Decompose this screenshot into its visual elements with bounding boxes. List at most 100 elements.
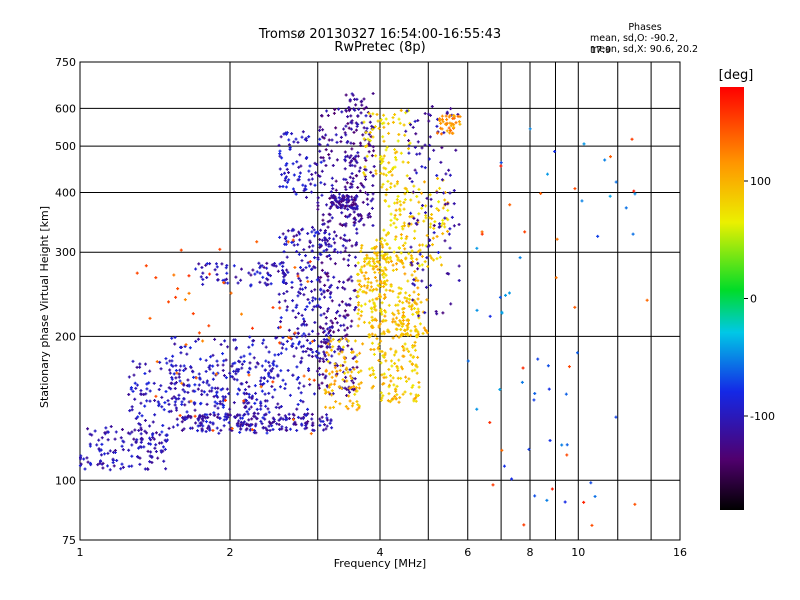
- scatter-point: [389, 170, 393, 174]
- scatter-point: [371, 267, 375, 271]
- scatter-point: [341, 378, 345, 382]
- scatter-point: [327, 385, 331, 389]
- scatter-point: [300, 422, 304, 426]
- scatter-point: [82, 457, 86, 461]
- scatter-point: [211, 377, 215, 381]
- scatter-points: [78, 92, 649, 527]
- scatter-point: [385, 257, 389, 261]
- scatter-point: [402, 265, 406, 269]
- scatter-point: [404, 375, 408, 379]
- scatter-point: [215, 273, 219, 277]
- scatter-point: [205, 402, 209, 406]
- scatter-point: [373, 270, 377, 274]
- scatter-point: [281, 232, 285, 236]
- scatter-point: [218, 416, 222, 420]
- scatter-point: [300, 135, 304, 139]
- scatter-point: [173, 382, 177, 386]
- scatter-point: [138, 411, 142, 415]
- scatter-point: [491, 483, 495, 487]
- scatter-point: [412, 216, 416, 220]
- scatter-point: [330, 149, 334, 153]
- scatter-point: [380, 250, 384, 254]
- scatter-point: [502, 464, 506, 468]
- scatter-point: [348, 297, 352, 301]
- scatter-point: [292, 190, 296, 194]
- scatter-point: [326, 143, 330, 147]
- scatter-point: [392, 313, 396, 317]
- scatter-point: [373, 304, 377, 308]
- scatter-point: [322, 136, 326, 140]
- scatter-point: [364, 105, 368, 109]
- scatter-point: [297, 230, 301, 234]
- scatter-point: [164, 357, 168, 361]
- scatter-point: [134, 386, 138, 390]
- x-tick-label: 16: [673, 546, 687, 559]
- stats-o-mode: mean, sd,O: -90.2, 17.9: [590, 33, 679, 56]
- scatter-point: [333, 262, 337, 266]
- scatter-point: [302, 293, 306, 297]
- scatter-point: [361, 342, 365, 346]
- scatter-point: [245, 410, 249, 414]
- scatter-point: [269, 375, 273, 379]
- scatter-point: [290, 229, 294, 233]
- scatter-point: [355, 174, 359, 178]
- scatter-point: [399, 287, 403, 291]
- scatter-point: [173, 403, 177, 407]
- scatter-point: [145, 387, 149, 391]
- scatter-point: [338, 314, 342, 318]
- scatter-point: [368, 131, 372, 135]
- scatter-point: [382, 330, 386, 334]
- scatter-point: [408, 293, 412, 297]
- scatter-point: [337, 196, 341, 200]
- scatter-point: [418, 322, 422, 326]
- scatter-point: [416, 261, 420, 265]
- scatter-point: [259, 407, 263, 411]
- x-tick-label: 1: [77, 546, 84, 559]
- scatter-point: [528, 127, 532, 131]
- scatter-point: [288, 146, 292, 150]
- scatter-point: [361, 290, 365, 294]
- scatter-point: [405, 109, 409, 113]
- scatter-point: [127, 464, 131, 468]
- scatter-point: [145, 399, 149, 403]
- scatter-point: [358, 288, 362, 292]
- scatter-point: [238, 413, 242, 417]
- scatter-point: [380, 373, 384, 377]
- scatter-point: [232, 338, 236, 342]
- scatter-point: [256, 412, 260, 416]
- scatter-point: [394, 156, 398, 160]
- scatter-point: [272, 359, 276, 363]
- scatter-point: [320, 169, 324, 173]
- scatter-point: [314, 354, 318, 358]
- scatter-point: [276, 373, 280, 377]
- scatter-point: [407, 304, 411, 308]
- scatter-point: [200, 427, 204, 431]
- scatter-point: [139, 392, 143, 396]
- scatter-point: [336, 328, 340, 332]
- scatter-point: [307, 135, 311, 139]
- scatter-point: [417, 212, 421, 216]
- scatter-point: [183, 345, 187, 349]
- scatter-point: [415, 394, 419, 398]
- scatter-point: [138, 365, 142, 369]
- scatter-point: [322, 295, 326, 299]
- scatter-point: [318, 423, 322, 427]
- scatter-point: [286, 368, 290, 372]
- scatter-point: [343, 158, 347, 162]
- scatter-point: [321, 326, 325, 330]
- scatter-point: [363, 173, 367, 177]
- scatter-point: [360, 265, 364, 269]
- scatter-point: [262, 265, 266, 269]
- scatter-point: [430, 213, 434, 217]
- scatter-point: [395, 201, 399, 205]
- scatter-point: [278, 325, 282, 329]
- scatter-point: [339, 236, 343, 240]
- scatter-point: [215, 391, 219, 395]
- scatter-point: [279, 320, 283, 324]
- scatter-point: [164, 467, 168, 471]
- y-tick-label: 500: [55, 140, 76, 153]
- scatter-point: [402, 200, 406, 204]
- scatter-point: [533, 494, 537, 498]
- scatter-point: [210, 386, 214, 390]
- scatter-point: [271, 380, 275, 384]
